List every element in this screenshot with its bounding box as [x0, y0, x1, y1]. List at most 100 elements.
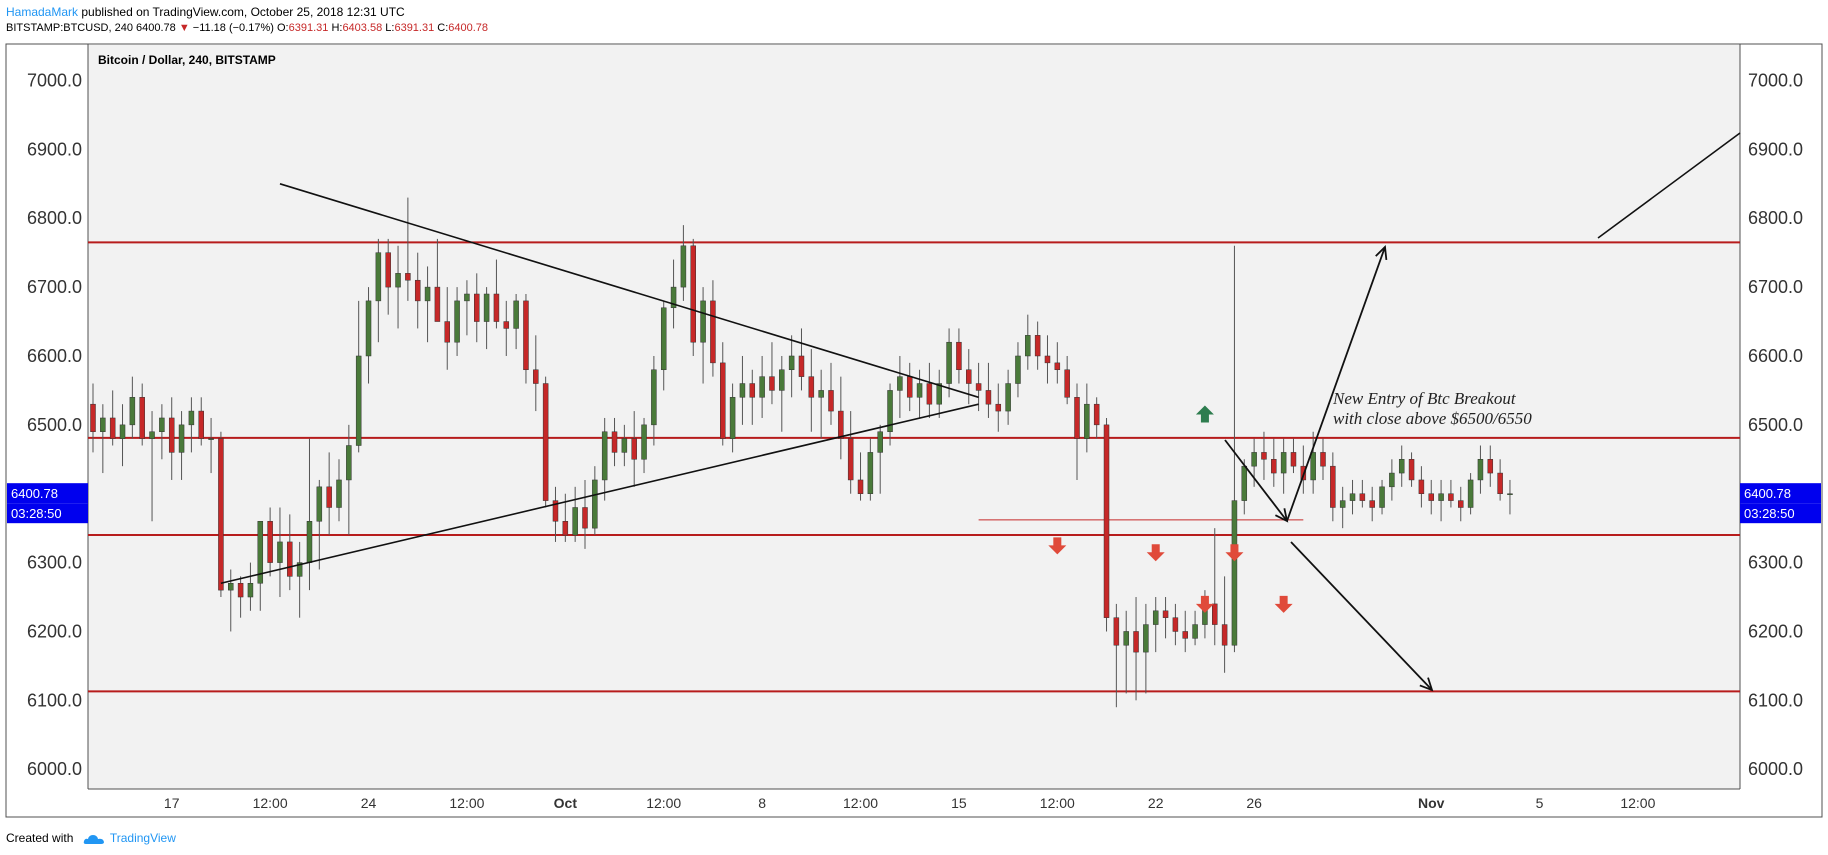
candle-body	[1153, 611, 1158, 625]
candle-body	[514, 301, 519, 329]
candle-body	[1114, 618, 1119, 646]
x-tick-label: 12:00	[1620, 795, 1655, 811]
x-tick-label: 24	[361, 795, 377, 811]
candle-body	[1006, 384, 1011, 412]
candle-body	[996, 404, 1001, 411]
countdown-value-left: 03:28:50	[11, 506, 62, 521]
candle-body	[1173, 618, 1178, 632]
candle-body	[563, 521, 568, 535]
tradingview-link[interactable]: TradingView	[110, 831, 176, 845]
y-tick-label-right: 6300.0	[1748, 553, 1803, 573]
candle-body	[179, 425, 184, 453]
y-tick-label-right: 6900.0	[1748, 139, 1803, 159]
candle-body	[523, 301, 528, 370]
candle-body	[858, 480, 863, 494]
x-tick-label: 15	[951, 795, 967, 811]
candle-body	[1448, 494, 1453, 501]
x-tick-label: 22	[1148, 795, 1164, 811]
candle-body	[1360, 494, 1365, 501]
y-tick-label-left: 6200.0	[27, 621, 82, 641]
x-tick-label: 12:00	[843, 795, 878, 811]
candle-body	[1094, 404, 1099, 425]
y-tick-label-right: 6100.0	[1748, 690, 1803, 710]
candle-body	[1340, 501, 1345, 508]
candle-body	[1222, 625, 1227, 646]
candle-body	[386, 253, 391, 287]
candle-body	[681, 246, 686, 287]
candle-body	[868, 452, 873, 493]
candle-body	[573, 507, 578, 535]
candle-body	[484, 294, 489, 322]
y-tick-label-left: 6500.0	[27, 415, 82, 435]
candle-body	[642, 425, 647, 459]
candle-body	[760, 377, 765, 398]
countdown-value-right: 03:28:50	[1744, 506, 1795, 521]
candle-body	[1035, 335, 1040, 356]
candle-body	[592, 480, 597, 528]
candle-body	[455, 301, 460, 342]
x-tick-label: 12:00	[1040, 795, 1075, 811]
candle-body	[228, 583, 233, 590]
candle-body	[661, 308, 666, 370]
candle-body	[464, 294, 469, 301]
candle-body	[1045, 356, 1050, 363]
y-tick-label-left: 6000.0	[27, 759, 82, 779]
candle-body	[425, 287, 430, 301]
candle-body	[622, 439, 627, 453]
candle-body	[159, 418, 164, 432]
candle-body	[1429, 494, 1434, 501]
candle-body	[710, 301, 715, 363]
candle-body	[1025, 335, 1030, 356]
candle-body	[1183, 631, 1188, 638]
candle-body	[277, 542, 282, 563]
candle-body	[1488, 459, 1493, 473]
candle-body	[1242, 466, 1247, 500]
tradingview-cloud-icon	[83, 833, 105, 845]
candle-body	[1439, 494, 1444, 501]
y-tick-label-left: 6800.0	[27, 208, 82, 228]
candle-body	[1321, 452, 1326, 466]
x-tick-label: 12:00	[253, 795, 288, 811]
candle-body	[966, 370, 971, 384]
candle-body	[720, 363, 725, 439]
y-tick-label-right: 6000.0	[1748, 759, 1803, 779]
candle-body	[1478, 459, 1483, 480]
x-tick-label: 17	[164, 795, 180, 811]
y-tick-label-right: 6800.0	[1748, 208, 1803, 228]
candle-body	[337, 480, 342, 508]
y-tick-label-left: 6600.0	[27, 346, 82, 366]
candle-body	[1330, 466, 1335, 507]
candle-body	[445, 322, 450, 343]
y-tick-label-left: 6100.0	[27, 690, 82, 710]
candle-body	[602, 432, 607, 480]
candle-body	[504, 322, 509, 329]
candle-body	[583, 507, 588, 528]
price-chart[interactable]: 7000.0 7000.0 6900.0 6900.0 6800.0 6800.0 6700…	[0, 0, 1828, 820]
y-tick-label-right: 6700.0	[1748, 277, 1803, 297]
candle-body	[769, 377, 774, 391]
candle-body	[415, 280, 420, 301]
candle-body	[848, 439, 853, 480]
candle-body	[130, 397, 135, 425]
candle-body	[533, 370, 538, 384]
candle-body	[740, 384, 745, 398]
x-tick-label: 12:00	[646, 795, 681, 811]
created-with-text: Created with	[6, 831, 73, 845]
candle-body	[1075, 397, 1080, 438]
y-tick-label-right: 7000.0	[1748, 71, 1803, 91]
last-price-value-right: 6400.78	[1744, 486, 1791, 501]
candle-body	[730, 397, 735, 438]
candle-body	[1389, 473, 1394, 487]
candle-body	[1271, 459, 1276, 473]
candle-body	[917, 384, 922, 398]
candle-body	[750, 384, 755, 398]
candle-body	[927, 384, 932, 405]
candle-body	[1252, 452, 1257, 466]
candle-body	[317, 487, 322, 521]
candle-body	[474, 294, 479, 322]
candle-body	[632, 439, 637, 460]
candle-body	[199, 411, 204, 439]
candle-body	[140, 397, 145, 438]
candle-body	[435, 287, 440, 321]
candle-body	[1193, 625, 1198, 639]
